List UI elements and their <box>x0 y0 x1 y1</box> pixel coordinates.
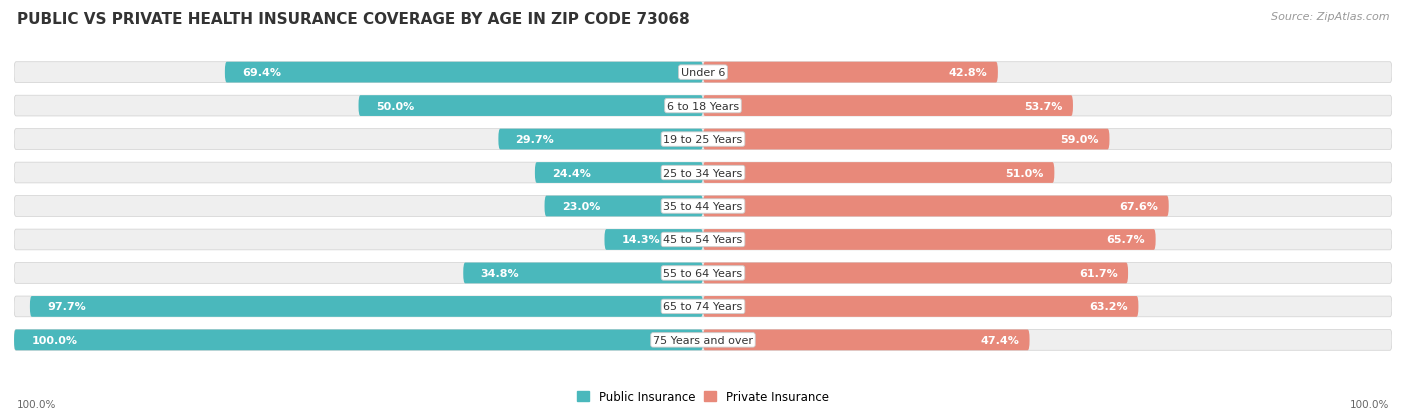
FancyBboxPatch shape <box>703 163 1054 183</box>
Text: 34.8%: 34.8% <box>481 268 519 278</box>
FancyBboxPatch shape <box>14 330 703 350</box>
FancyBboxPatch shape <box>225 63 703 83</box>
FancyBboxPatch shape <box>703 63 998 83</box>
FancyBboxPatch shape <box>14 330 1392 350</box>
FancyBboxPatch shape <box>703 296 1139 317</box>
Text: 65 to 74 Years: 65 to 74 Years <box>664 301 742 312</box>
FancyBboxPatch shape <box>544 196 703 217</box>
Legend: Public Insurance, Private Insurance: Public Insurance, Private Insurance <box>572 385 834 408</box>
Text: 14.3%: 14.3% <box>621 235 661 245</box>
FancyBboxPatch shape <box>14 129 1392 150</box>
Text: 59.0%: 59.0% <box>1060 135 1099 145</box>
Text: 63.2%: 63.2% <box>1090 301 1128 312</box>
Text: 23.0%: 23.0% <box>562 202 600 211</box>
FancyBboxPatch shape <box>534 163 703 183</box>
FancyBboxPatch shape <box>703 230 1156 250</box>
Text: 19 to 25 Years: 19 to 25 Years <box>664 135 742 145</box>
Text: 61.7%: 61.7% <box>1078 268 1118 278</box>
FancyBboxPatch shape <box>14 196 1392 217</box>
Text: 47.4%: 47.4% <box>980 335 1019 345</box>
Text: 100.0%: 100.0% <box>31 335 77 345</box>
Text: 100.0%: 100.0% <box>17 399 56 409</box>
Text: 69.4%: 69.4% <box>242 68 281 78</box>
FancyBboxPatch shape <box>14 63 1392 83</box>
FancyBboxPatch shape <box>14 96 1392 117</box>
Text: 65.7%: 65.7% <box>1107 235 1146 245</box>
Text: 67.6%: 67.6% <box>1119 202 1159 211</box>
FancyBboxPatch shape <box>703 330 1029 350</box>
Text: Source: ZipAtlas.com: Source: ZipAtlas.com <box>1271 12 1389 22</box>
FancyBboxPatch shape <box>498 129 703 150</box>
Text: 100.0%: 100.0% <box>1350 399 1389 409</box>
FancyBboxPatch shape <box>14 263 1392 284</box>
Text: 53.7%: 53.7% <box>1024 101 1063 112</box>
FancyBboxPatch shape <box>14 163 1392 183</box>
FancyBboxPatch shape <box>14 230 1392 250</box>
FancyBboxPatch shape <box>703 196 1168 217</box>
Text: Under 6: Under 6 <box>681 68 725 78</box>
Text: 6 to 18 Years: 6 to 18 Years <box>666 101 740 112</box>
Text: 24.4%: 24.4% <box>553 168 591 178</box>
FancyBboxPatch shape <box>359 96 703 117</box>
Text: 29.7%: 29.7% <box>516 135 554 145</box>
Text: 51.0%: 51.0% <box>1005 168 1045 178</box>
FancyBboxPatch shape <box>703 263 1128 284</box>
Text: 45 to 54 Years: 45 to 54 Years <box>664 235 742 245</box>
Text: 25 to 34 Years: 25 to 34 Years <box>664 168 742 178</box>
FancyBboxPatch shape <box>703 96 1073 117</box>
FancyBboxPatch shape <box>30 296 703 317</box>
FancyBboxPatch shape <box>14 296 1392 317</box>
Text: 42.8%: 42.8% <box>949 68 987 78</box>
FancyBboxPatch shape <box>703 129 1109 150</box>
Text: 97.7%: 97.7% <box>48 301 86 312</box>
FancyBboxPatch shape <box>605 230 703 250</box>
Text: 50.0%: 50.0% <box>375 101 413 112</box>
Text: 55 to 64 Years: 55 to 64 Years <box>664 268 742 278</box>
Text: PUBLIC VS PRIVATE HEALTH INSURANCE COVERAGE BY AGE IN ZIP CODE 73068: PUBLIC VS PRIVATE HEALTH INSURANCE COVER… <box>17 12 689 27</box>
Text: 35 to 44 Years: 35 to 44 Years <box>664 202 742 211</box>
FancyBboxPatch shape <box>463 263 703 284</box>
Text: 75 Years and over: 75 Years and over <box>652 335 754 345</box>
